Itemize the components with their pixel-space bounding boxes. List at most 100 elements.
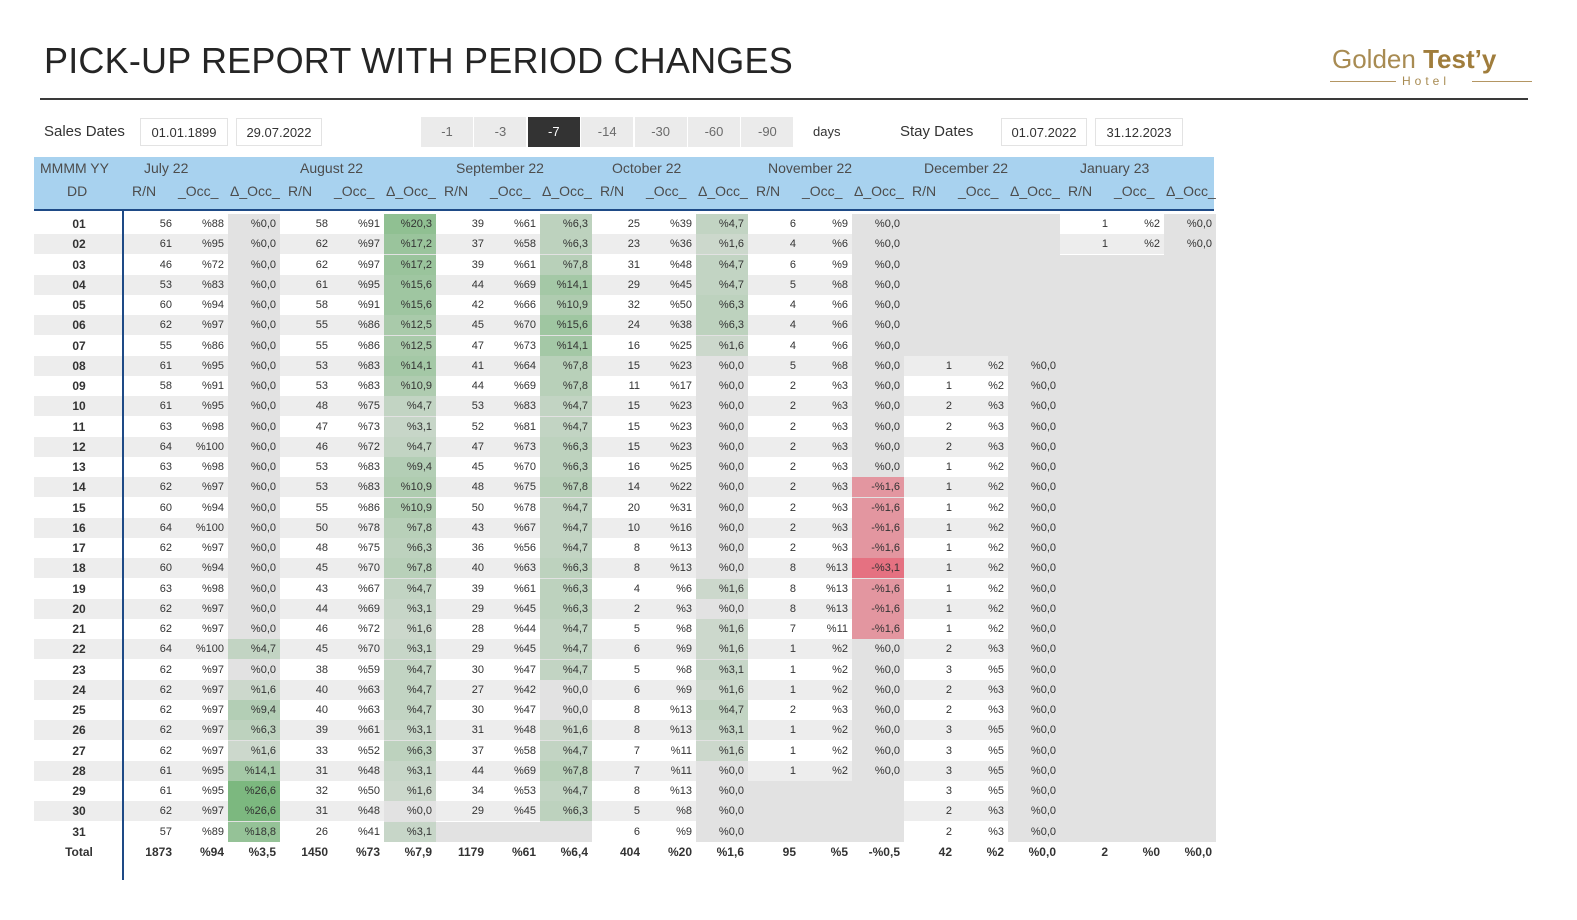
table-cell: %41: [357, 825, 380, 838]
table-cell: %91: [357, 218, 380, 230]
period-button-minus-7[interactable]: -7: [527, 117, 581, 147]
table-cell: 1: [789, 683, 796, 696]
day-label: 26: [72, 723, 86, 738]
period-button-minus-1[interactable]: -1: [421, 117, 474, 147]
table-cell: %0,0: [874, 440, 900, 453]
table-cell: 2: [789, 380, 796, 392]
period-button-minus-90[interactable]: -90: [741, 117, 795, 147]
day-label: 15: [72, 500, 86, 515]
period-button-minus-3[interactable]: -3: [474, 117, 528, 147]
table-cell: %9: [676, 683, 692, 696]
month-header: November 22: [768, 160, 853, 176]
table-cell: %0,0: [874, 299, 900, 311]
table-cell: %0,0: [1030, 825, 1056, 838]
table-cell: %0,0: [874, 643, 900, 656]
table-cell: %0,0: [250, 400, 276, 413]
days-label: days: [813, 124, 841, 139]
table-cell: %44: [513, 623, 536, 635]
period-button-minus-60[interactable]: -60: [688, 117, 741, 147]
table-cell: %2: [988, 623, 1004, 635]
table-cell: %48: [669, 258, 692, 271]
total-cell: %3,5: [248, 845, 276, 859]
table-cell: %39: [669, 218, 692, 230]
period-button-minus-30[interactable]: -30: [634, 117, 688, 147]
table-cell: %3,1: [696, 659, 748, 680]
table-cell: %4,7: [540, 740, 592, 761]
table-cell: 2: [789, 440, 796, 453]
table-cell: %2: [832, 643, 848, 656]
table-cell: %3,1: [384, 416, 436, 437]
table-cell: 64: [159, 521, 172, 534]
table-cell: 61: [315, 278, 328, 291]
table-cell: %0,0: [250, 258, 276, 271]
stay-date-to[interactable]: 31.12.2023: [1095, 118, 1183, 146]
day-label: 08: [72, 358, 86, 373]
month-header: September 22: [456, 160, 544, 176]
total-cell: 2: [1101, 845, 1108, 859]
day-label: 11: [72, 419, 86, 434]
table-cell: %2: [832, 744, 848, 757]
table-cell: %42: [513, 683, 536, 696]
column-header: R/N: [444, 183, 469, 199]
delta-column-bg: [384, 214, 436, 842]
table-cell: %0,0: [1030, 440, 1056, 453]
row-stripe: [34, 679, 1214, 700]
sales-date-from[interactable]: 01.01.1899: [140, 118, 228, 146]
table-cell: %31: [669, 501, 692, 514]
day-label: 02: [72, 237, 86, 252]
table-cell: %4,7: [384, 436, 436, 457]
table-cell: 29: [471, 602, 484, 615]
stay-date-from[interactable]: 01.07.2022: [1001, 118, 1087, 146]
table-cell: %0,0: [718, 805, 744, 818]
total-cell: 404: [619, 845, 640, 859]
table-cell: 3: [945, 785, 952, 797]
table-cell: %23: [669, 420, 692, 433]
table-cell: 1: [945, 380, 952, 392]
table-cell: %0,0: [874, 359, 900, 372]
table-cell: 62: [159, 805, 172, 818]
table-cell: 63: [159, 420, 172, 433]
table-cell: %0,0: [1030, 521, 1056, 534]
table-cell: 1: [945, 562, 952, 575]
table-cell: %0,0: [250, 663, 276, 676]
day-label: 03: [72, 257, 86, 272]
table-cell: %10,9: [384, 497, 436, 518]
table-cell: %91: [357, 299, 380, 311]
table-cell: 40: [315, 683, 328, 696]
table-cell: %0,0: [718, 380, 744, 392]
table-cell: %81: [513, 420, 536, 433]
table-cell: %73: [357, 420, 380, 433]
table-cell: 48: [315, 400, 328, 413]
table-cell: 8: [789, 562, 796, 575]
table-cell: %0,0: [718, 501, 744, 514]
column-header: Δ_Occ_: [386, 183, 436, 199]
table-cell: 62: [315, 258, 328, 271]
column-header: Δ_Occ_: [542, 183, 592, 199]
table-cell: 41: [471, 359, 484, 372]
table-cell: %3: [988, 420, 1004, 433]
table-cell: %58: [513, 744, 536, 757]
table-cell: %94: [201, 501, 224, 514]
table-cell: %13: [669, 704, 692, 716]
table-cell: %63: [357, 704, 380, 716]
table-cell: 43: [315, 582, 328, 595]
table-cell: %3: [832, 461, 848, 473]
table-cell: %3: [988, 704, 1004, 716]
table-cell: %8: [676, 663, 692, 676]
sales-date-to[interactable]: 29.07.2022: [236, 118, 322, 146]
table-cell: %2: [1144, 218, 1160, 230]
table-cell: 2: [945, 825, 952, 838]
table-cell: %9,4: [228, 700, 280, 720]
total-cell: 42: [938, 845, 952, 859]
table-cell: %97: [201, 481, 224, 494]
column-header: Δ_Occ_: [1010, 183, 1060, 199]
period-button-minus-14[interactable]: -14: [581, 117, 635, 147]
table-cell: %3: [832, 542, 848, 554]
table-cell: %0,0: [874, 704, 900, 716]
table-cell: %73: [513, 339, 536, 352]
day-label: 30: [72, 804, 86, 819]
table-cell: %7,8: [540, 477, 592, 498]
logo-main-text: Golden: [1332, 44, 1424, 74]
table-cell: 47: [315, 420, 328, 433]
table-cell: 2: [789, 501, 796, 514]
